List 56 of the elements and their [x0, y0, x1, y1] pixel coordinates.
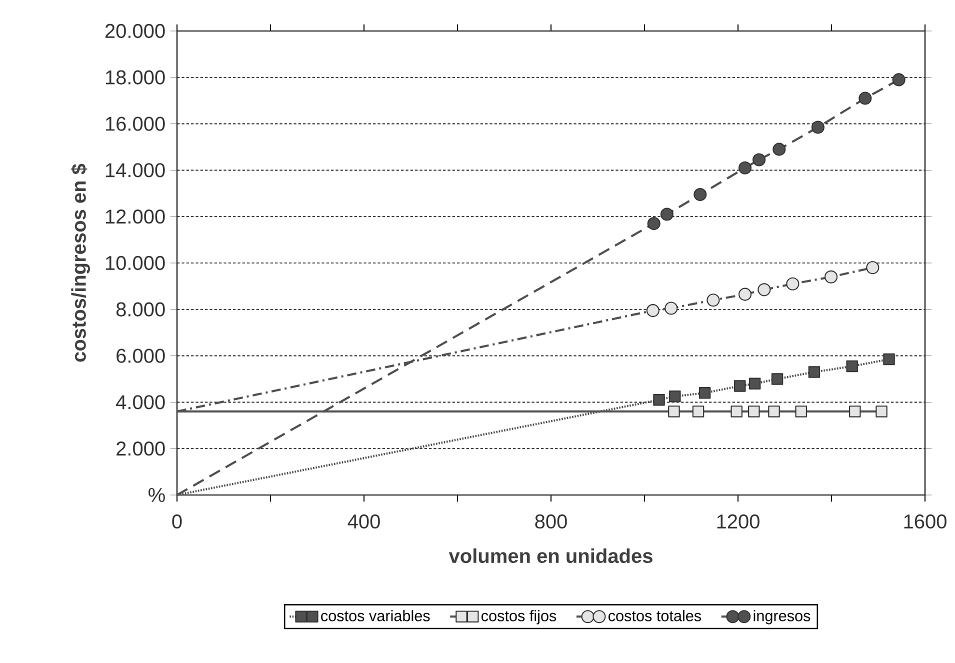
- point: [849, 406, 861, 418]
- point: [811, 120, 824, 134]
- point: [738, 288, 752, 301]
- point: [647, 217, 660, 230]
- point: [646, 304, 660, 318]
- point: [786, 277, 800, 290]
- point: [653, 394, 665, 406]
- point: [808, 366, 820, 378]
- point: [758, 283, 771, 296]
- point: [698, 387, 711, 399]
- y-tick-label: 10.000: [106, 256, 165, 270]
- y-axis-title: costos/ingresos en $: [70, 164, 90, 362]
- point: [706, 294, 720, 307]
- x-tick-label: 0: [172, 514, 182, 529]
- point: [883, 353, 895, 366]
- x-tick-label: 1600: [904, 514, 946, 529]
- point: [866, 261, 880, 274]
- point: [876, 406, 888, 418]
- x-axis-title: volumen en unidades: [448, 548, 652, 564]
- point: [694, 188, 707, 202]
- point: [748, 378, 761, 390]
- legend-label: costos fijos: [482, 610, 556, 624]
- y-tick-label: 4.000: [116, 395, 165, 410]
- point: [771, 373, 784, 385]
- point: [858, 92, 872, 105]
- legend-label: costos totales: [608, 610, 702, 622]
- y-tick-label: 8.000: [116, 302, 165, 316]
- point: [892, 73, 906, 86]
- point: [752, 153, 766, 166]
- point: [660, 208, 674, 221]
- y-tick-label: 12.000: [106, 210, 165, 224]
- point: [738, 161, 752, 174]
- y-tick-label: 6.000: [116, 348, 165, 363]
- point: [669, 390, 681, 402]
- y-tick-label: 2.000: [116, 442, 165, 456]
- point: [846, 360, 858, 372]
- point: [692, 406, 704, 418]
- point: [824, 270, 838, 284]
- x-tick-label: 400: [348, 514, 380, 529]
- y-tick-label: 14.000: [106, 163, 165, 178]
- x-tick-label: 800: [535, 514, 567, 529]
- point: [772, 142, 786, 156]
- legend-label: costos variables: [321, 610, 430, 622]
- x-tick-label: 1200: [717, 514, 760, 529]
- point: [734, 380, 746, 392]
- y-tick-label: %: [148, 488, 165, 502]
- y-tick-label: 20.000: [105, 24, 165, 38]
- legend-label: ingresos: [754, 610, 810, 624]
- y-tick-label: 16.000: [106, 116, 165, 131]
- point: [664, 302, 678, 315]
- point: [795, 406, 807, 418]
- point: [768, 406, 780, 418]
- point: [748, 406, 760, 418]
- point: [730, 406, 742, 418]
- y-tick-label: 18.000: [106, 70, 165, 84]
- point: [668, 406, 680, 418]
